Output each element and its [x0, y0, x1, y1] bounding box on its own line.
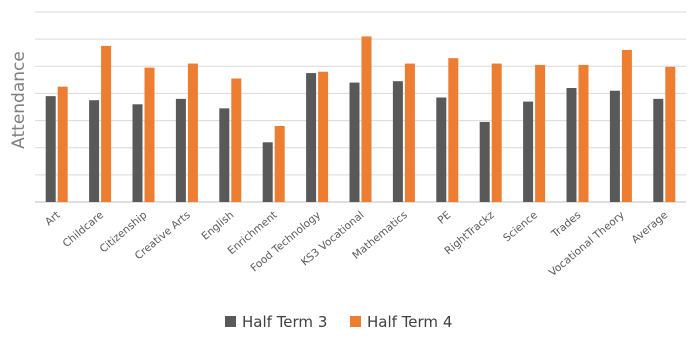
- bar-half-term-4: [231, 78, 242, 202]
- legend: Half Term 3 Half Term 4: [225, 313, 452, 331]
- gridlines: [35, 11, 686, 203]
- bar-half-term-3: [89, 100, 100, 202]
- bar-half-term-4: [448, 58, 459, 203]
- bar-half-term-4: [318, 71, 329, 202]
- category-label: Trades: [549, 209, 584, 241]
- bar-half-term-3: [175, 98, 186, 202]
- bar-half-term-3: [45, 96, 56, 202]
- bar-half-term-4: [578, 64, 589, 202]
- bar-half-term-3: [262, 142, 273, 202]
- bar-half-term-3: [392, 81, 403, 202]
- bar-half-term-3: [609, 90, 620, 202]
- bar-half-term-3: [653, 98, 664, 202]
- category-label: PE: [436, 209, 454, 227]
- bar-half-term-3: [479, 121, 490, 202]
- bar-half-term-4: [101, 45, 112, 202]
- bars: [45, 36, 676, 203]
- bar-half-term-4: [621, 50, 632, 202]
- bar-half-term-4: [144, 67, 155, 203]
- bar-half-term-3: [219, 108, 230, 202]
- category-label: English: [199, 209, 236, 243]
- bar-half-term-3: [436, 97, 447, 202]
- bar-half-term-4: [187, 63, 198, 203]
- y-axis-label: Attendance: [9, 51, 29, 149]
- legend-swatch: [225, 316, 236, 327]
- bar-half-term-3: [132, 104, 143, 202]
- bar-half-term-4: [535, 64, 546, 202]
- bar-half-term-4: [274, 126, 285, 202]
- bar-half-term-3: [566, 88, 577, 202]
- bar-half-term-4: [57, 86, 68, 202]
- legend-swatch: [350, 316, 361, 327]
- category-label: Science: [501, 209, 540, 244]
- category-label: Average: [629, 209, 670, 246]
- bar-half-term-4: [404, 63, 415, 203]
- bar-half-term-4: [491, 63, 502, 203]
- category-label: Art: [43, 209, 63, 228]
- bar-half-term-4: [665, 66, 676, 202]
- bar-half-term-4: [361, 36, 372, 202]
- legend-label: Half Term 4: [367, 313, 452, 331]
- legend-label: Half Term 3: [242, 313, 327, 331]
- bar-half-term-3: [523, 101, 534, 202]
- bar-half-term-3: [306, 73, 317, 202]
- category-label: Vocational Theory: [547, 209, 627, 279]
- bar-half-term-3: [349, 82, 360, 202]
